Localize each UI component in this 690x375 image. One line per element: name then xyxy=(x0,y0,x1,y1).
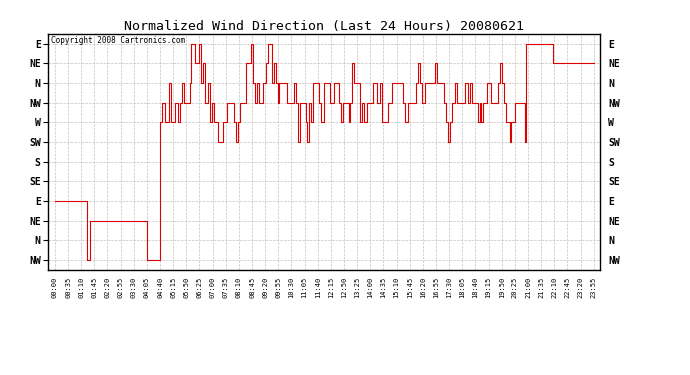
Text: Copyright 2008 Cartronics.com: Copyright 2008 Cartronics.com xyxy=(51,36,185,45)
Title: Normalized Wind Direction (Last 24 Hours) 20080621: Normalized Wind Direction (Last 24 Hours… xyxy=(124,20,524,33)
